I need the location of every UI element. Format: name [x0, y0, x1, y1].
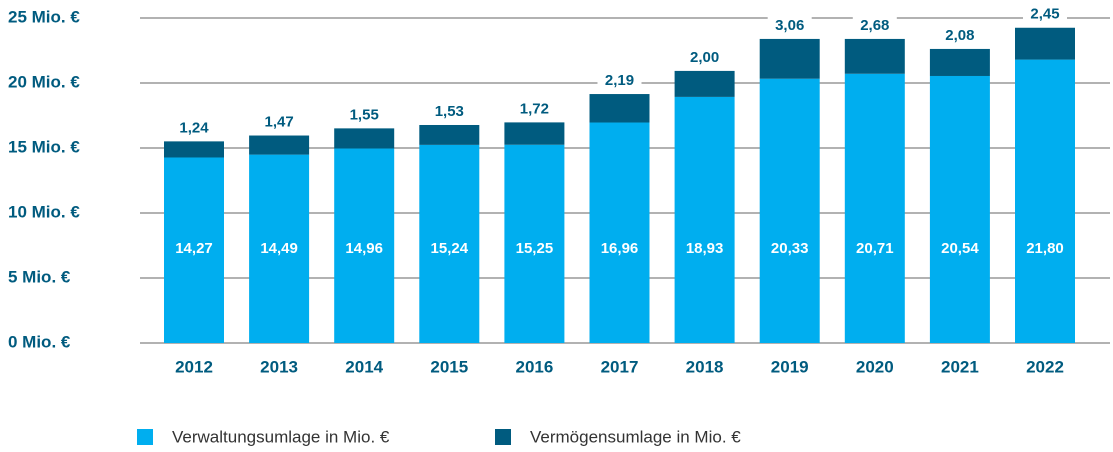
value-label: 1,24: [179, 119, 209, 136]
bar-segment: [759, 78, 820, 344]
value-label: 1,55: [350, 106, 379, 123]
x-tick-label: 2021: [941, 357, 979, 376]
bar-segment: [929, 75, 990, 343]
bar-segment: [334, 148, 395, 343]
value-label: 1,53: [435, 103, 464, 120]
value-label-bg: [597, 72, 642, 91]
value-label: 14,27: [175, 240, 213, 257]
value-label: 15,25: [516, 240, 554, 257]
value-label-bg: [937, 26, 982, 45]
value-label-bg: [257, 113, 302, 132]
value-label: 2,45: [1030, 6, 1059, 23]
x-tick-label: 2013: [260, 357, 298, 376]
value-label: 14,49: [260, 240, 298, 257]
bar-segment: [419, 124, 480, 145]
bar-segment: [249, 154, 310, 343]
bar-segment: [589, 94, 650, 123]
legend-label: Vermögensumlage in Mio. €: [530, 427, 741, 446]
value-label: 18,93: [686, 240, 724, 257]
value-label-bg: [427, 102, 472, 121]
y-tick-label: 20 Mio. €: [8, 72, 80, 91]
bar-segment: [844, 73, 905, 344]
x-tick-label: 2016: [515, 357, 553, 376]
value-label: 1,47: [264, 113, 293, 130]
bar-segment: [844, 38, 905, 74]
legend-swatch: [495, 429, 511, 445]
bar-segment: [419, 144, 480, 343]
value-label-bg: [767, 16, 812, 35]
value-label: 2,19: [605, 72, 634, 89]
y-tick-label: 10 Mio. €: [8, 202, 80, 221]
bar-segment: [759, 38, 820, 79]
x-tick-label: 2012: [175, 357, 213, 376]
value-label: 16,96: [601, 240, 639, 257]
x-tick-label: 2015: [430, 357, 468, 376]
x-tick-label: 2022: [1026, 357, 1064, 376]
value-label: 2,08: [945, 27, 974, 44]
value-label-bg: [852, 16, 897, 35]
value-label-bg: [512, 100, 557, 119]
y-tick-label: 5 Mio. €: [8, 267, 71, 286]
value-label-bg: [682, 48, 727, 67]
value-label: 21,80: [1026, 240, 1064, 257]
bar-segment: [929, 48, 990, 76]
bar-segment: [504, 122, 565, 145]
x-tick-label: 2017: [601, 357, 639, 376]
bar-segment: [164, 157, 224, 343]
x-tick-label: 2018: [686, 357, 724, 376]
value-label: 1,72: [520, 100, 549, 117]
y-tick-label: 15 Mio. €: [8, 137, 80, 156]
bar-segment: [674, 70, 735, 97]
value-label: 20,71: [856, 240, 894, 257]
legend-label: Verwaltungsumlage in Mio. €: [172, 427, 390, 446]
legend-swatch: [137, 429, 153, 445]
value-label: 2,68: [860, 17, 889, 34]
value-label-bg: [172, 119, 216, 138]
bar-segment: [589, 122, 650, 344]
x-tick-label: 2019: [771, 357, 809, 376]
value-label: 3,06: [775, 17, 804, 34]
bar-segment: [334, 128, 395, 149]
value-label: 14,96: [345, 240, 383, 257]
bar-segment: [249, 135, 310, 155]
y-tick-label: 0 Mio. €: [8, 332, 71, 351]
value-label-bg: [342, 106, 387, 125]
y-tick-label: 25 Mio. €: [8, 7, 80, 26]
value-label-bg: [1023, 5, 1067, 24]
bar-segment: [504, 144, 565, 343]
x-tick-label: 2014: [345, 357, 383, 376]
bar-segment: [164, 141, 224, 158]
x-tick-label: 2020: [856, 357, 894, 376]
value-label: 20,54: [941, 240, 979, 257]
bar-segment: [674, 96, 735, 343]
value-label: 20,33: [771, 240, 809, 257]
value-label: 2,00: [690, 49, 719, 66]
bar-segment: [1015, 59, 1075, 343]
bar-segment: [1015, 27, 1075, 60]
value-label: 15,24: [431, 240, 469, 257]
